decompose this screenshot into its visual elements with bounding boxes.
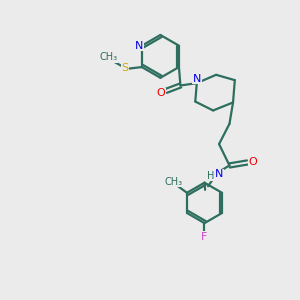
Text: CH₃: CH₃ <box>100 52 118 62</box>
Text: S: S <box>122 63 129 73</box>
Text: O: O <box>249 157 258 167</box>
Text: N: N <box>193 74 201 84</box>
Text: CH₃: CH₃ <box>165 176 183 187</box>
Text: O: O <box>156 88 165 98</box>
Text: N: N <box>215 169 224 179</box>
Text: N: N <box>135 41 144 51</box>
Text: H: H <box>207 171 215 181</box>
Text: F: F <box>201 232 208 242</box>
